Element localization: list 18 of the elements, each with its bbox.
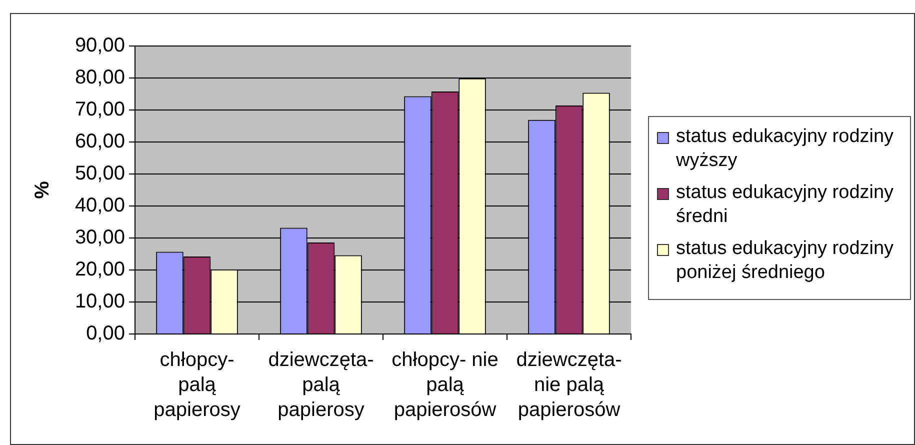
y-tick-label: 20,00	[74, 258, 125, 281]
legend-label: status edukacyjny rodziny średni	[676, 181, 895, 229]
legend-label: status edukacyjny rodziny poniżej średniego	[676, 237, 895, 285]
y-tick-label: 10,00	[74, 290, 125, 313]
y-tick-label: 40,00	[74, 194, 125, 217]
y-tick-label: 80,00	[74, 66, 125, 89]
legend-label: status edukacyjny rodziny wyższy	[676, 125, 895, 173]
y-tick-label: 0,00	[86, 322, 125, 345]
x-tick-label: chłopcy- palą papierosy	[154, 349, 240, 422]
x-tick-label: dziewczęta- palą papierosy	[268, 349, 374, 422]
x-tick-label: dziewczęta- nie palą papierosów	[516, 349, 622, 422]
y-tick-label: 90,00	[74, 34, 125, 57]
x-tick-label: chłopcy- nie palą papierosów	[392, 349, 498, 422]
y-axis-title: %	[32, 180, 54, 199]
y-tick-label: 50,00	[74, 162, 125, 185]
y-tick-label: 70,00	[74, 98, 125, 121]
y-tick-label: 60,00	[74, 130, 125, 153]
y-tick-label: 30,00	[74, 226, 125, 249]
